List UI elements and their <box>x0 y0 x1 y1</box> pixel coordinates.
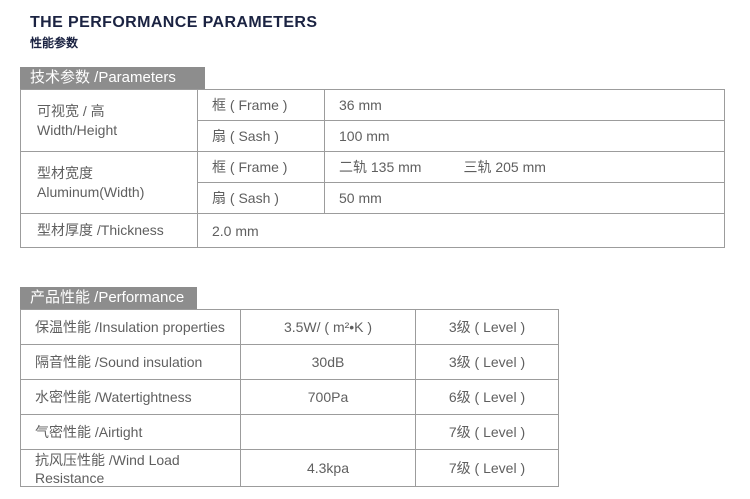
table-row: 可视宽 / 高 Width/Height 框 ( Frame ) 36 mm <box>20 89 725 152</box>
value-part-three-track: 三轨 205 mm <box>463 159 546 175</box>
performance-level-cell: 3级 ( Level ) <box>415 344 559 380</box>
key-cell-sash: 扇 ( Sash ) <box>197 182 325 214</box>
performance-level-cell: 6级 ( Level ) <box>415 379 559 415</box>
table-row: 水密性能 /Watertightness 700Pa 6级 ( Level ) <box>20 379 559 415</box>
performance-value-cell: 3.5W/ ( m²•K ) <box>240 309 416 345</box>
performance-level-cell: 7级 ( Level ) <box>415 414 559 450</box>
thickness-label-cell: 型材厚度 /Thickness <box>20 213 198 248</box>
performance-label-cell: 保温性能 /Insulation properties <box>20 309 241 345</box>
value-part-two-track: 二轨 135 mm <box>339 159 422 175</box>
value-cell: 50 mm <box>324 182 725 214</box>
table-row: 保温性能 /Insulation properties 3.5W/ ( m²•K… <box>20 309 559 345</box>
value-cell: 36 mm <box>324 89 725 121</box>
performance-section-header: 产品性能 /Performance <box>20 287 197 309</box>
page-subtitle: 性能参数 <box>30 36 79 50</box>
performance-value-cell: 30dB <box>240 344 416 380</box>
performance-label-cell: 隔音性能 /Sound insulation <box>20 344 241 380</box>
key-cell-frame: 框 ( Frame ) <box>197 151 325 183</box>
table-row: 扇 ( Sash ) 50 mm <box>21 182 725 214</box>
group-label-en: Width/Height <box>37 121 118 138</box>
table-row: 扇 ( Sash ) 100 mm <box>21 120 725 152</box>
thickness-value-cell: 2.0 mm <box>197 213 725 248</box>
performance-table: 保温性能 /Insulation properties 3.5W/ ( m²•K… <box>20 309 559 487</box>
performance-label-cell: 水密性能 /Watertightness <box>20 379 241 415</box>
key-cell-frame: 框 ( Frame ) <box>197 89 325 121</box>
group-label-cell-width-height: 可视宽 / 高 Width/Height <box>20 89 198 152</box>
performance-label-cell: 气密性能 /Airtight <box>20 414 241 450</box>
performance-value-cell: 4.3kpa <box>240 449 416 487</box>
group-label-zh: 可视宽 / 高 <box>37 102 105 119</box>
table-row: 隔音性能 /Sound insulation 30dB 3级 ( Level ) <box>20 344 559 380</box>
key-cell-sash: 扇 ( Sash ) <box>197 120 325 152</box>
performance-label-cell: 抗风压性能 /Wind Load Resistance <box>20 449 241 487</box>
performance-level-cell: 3级 ( Level ) <box>415 309 559 345</box>
performance-value-cell <box>240 414 416 450</box>
table-row: 抗风压性能 /Wind Load Resistance 4.3kpa 7级 ( … <box>20 449 559 487</box>
parameters-section-label: 技术参数 /Parameters <box>30 69 176 86</box>
page-title: THE PERFORMANCE PARAMETERS <box>30 14 318 31</box>
group-label-cell-aluminum-width: 型材宽度 Aluminum(Width) <box>20 151 198 214</box>
performance-value-cell: 700Pa <box>240 379 416 415</box>
parameters-table: 可视宽 / 高 Width/Height 框 ( Frame ) 36 mm 扇… <box>20 89 725 248</box>
table-row: 型材厚度 /Thickness 2.0 mm <box>20 213 725 248</box>
performance-section-label: 产品性能 /Performance <box>30 289 185 306</box>
performance-level-cell: 7级 ( Level ) <box>415 449 559 487</box>
group-label-en: Aluminum(Width) <box>37 183 145 200</box>
value-cell: 二轨 135 mm 三轨 205 mm <box>324 151 725 183</box>
parameters-section-header: 技术参数 /Parameters <box>20 67 205 89</box>
value-cell: 100 mm <box>324 120 725 152</box>
group-label-zh: 型材宽度 <box>37 164 93 181</box>
table-row: 气密性能 /Airtight 7级 ( Level ) <box>20 414 559 450</box>
table-row: 型材宽度 Aluminum(Width) 框 ( Frame ) 二轨 135 … <box>20 151 725 214</box>
